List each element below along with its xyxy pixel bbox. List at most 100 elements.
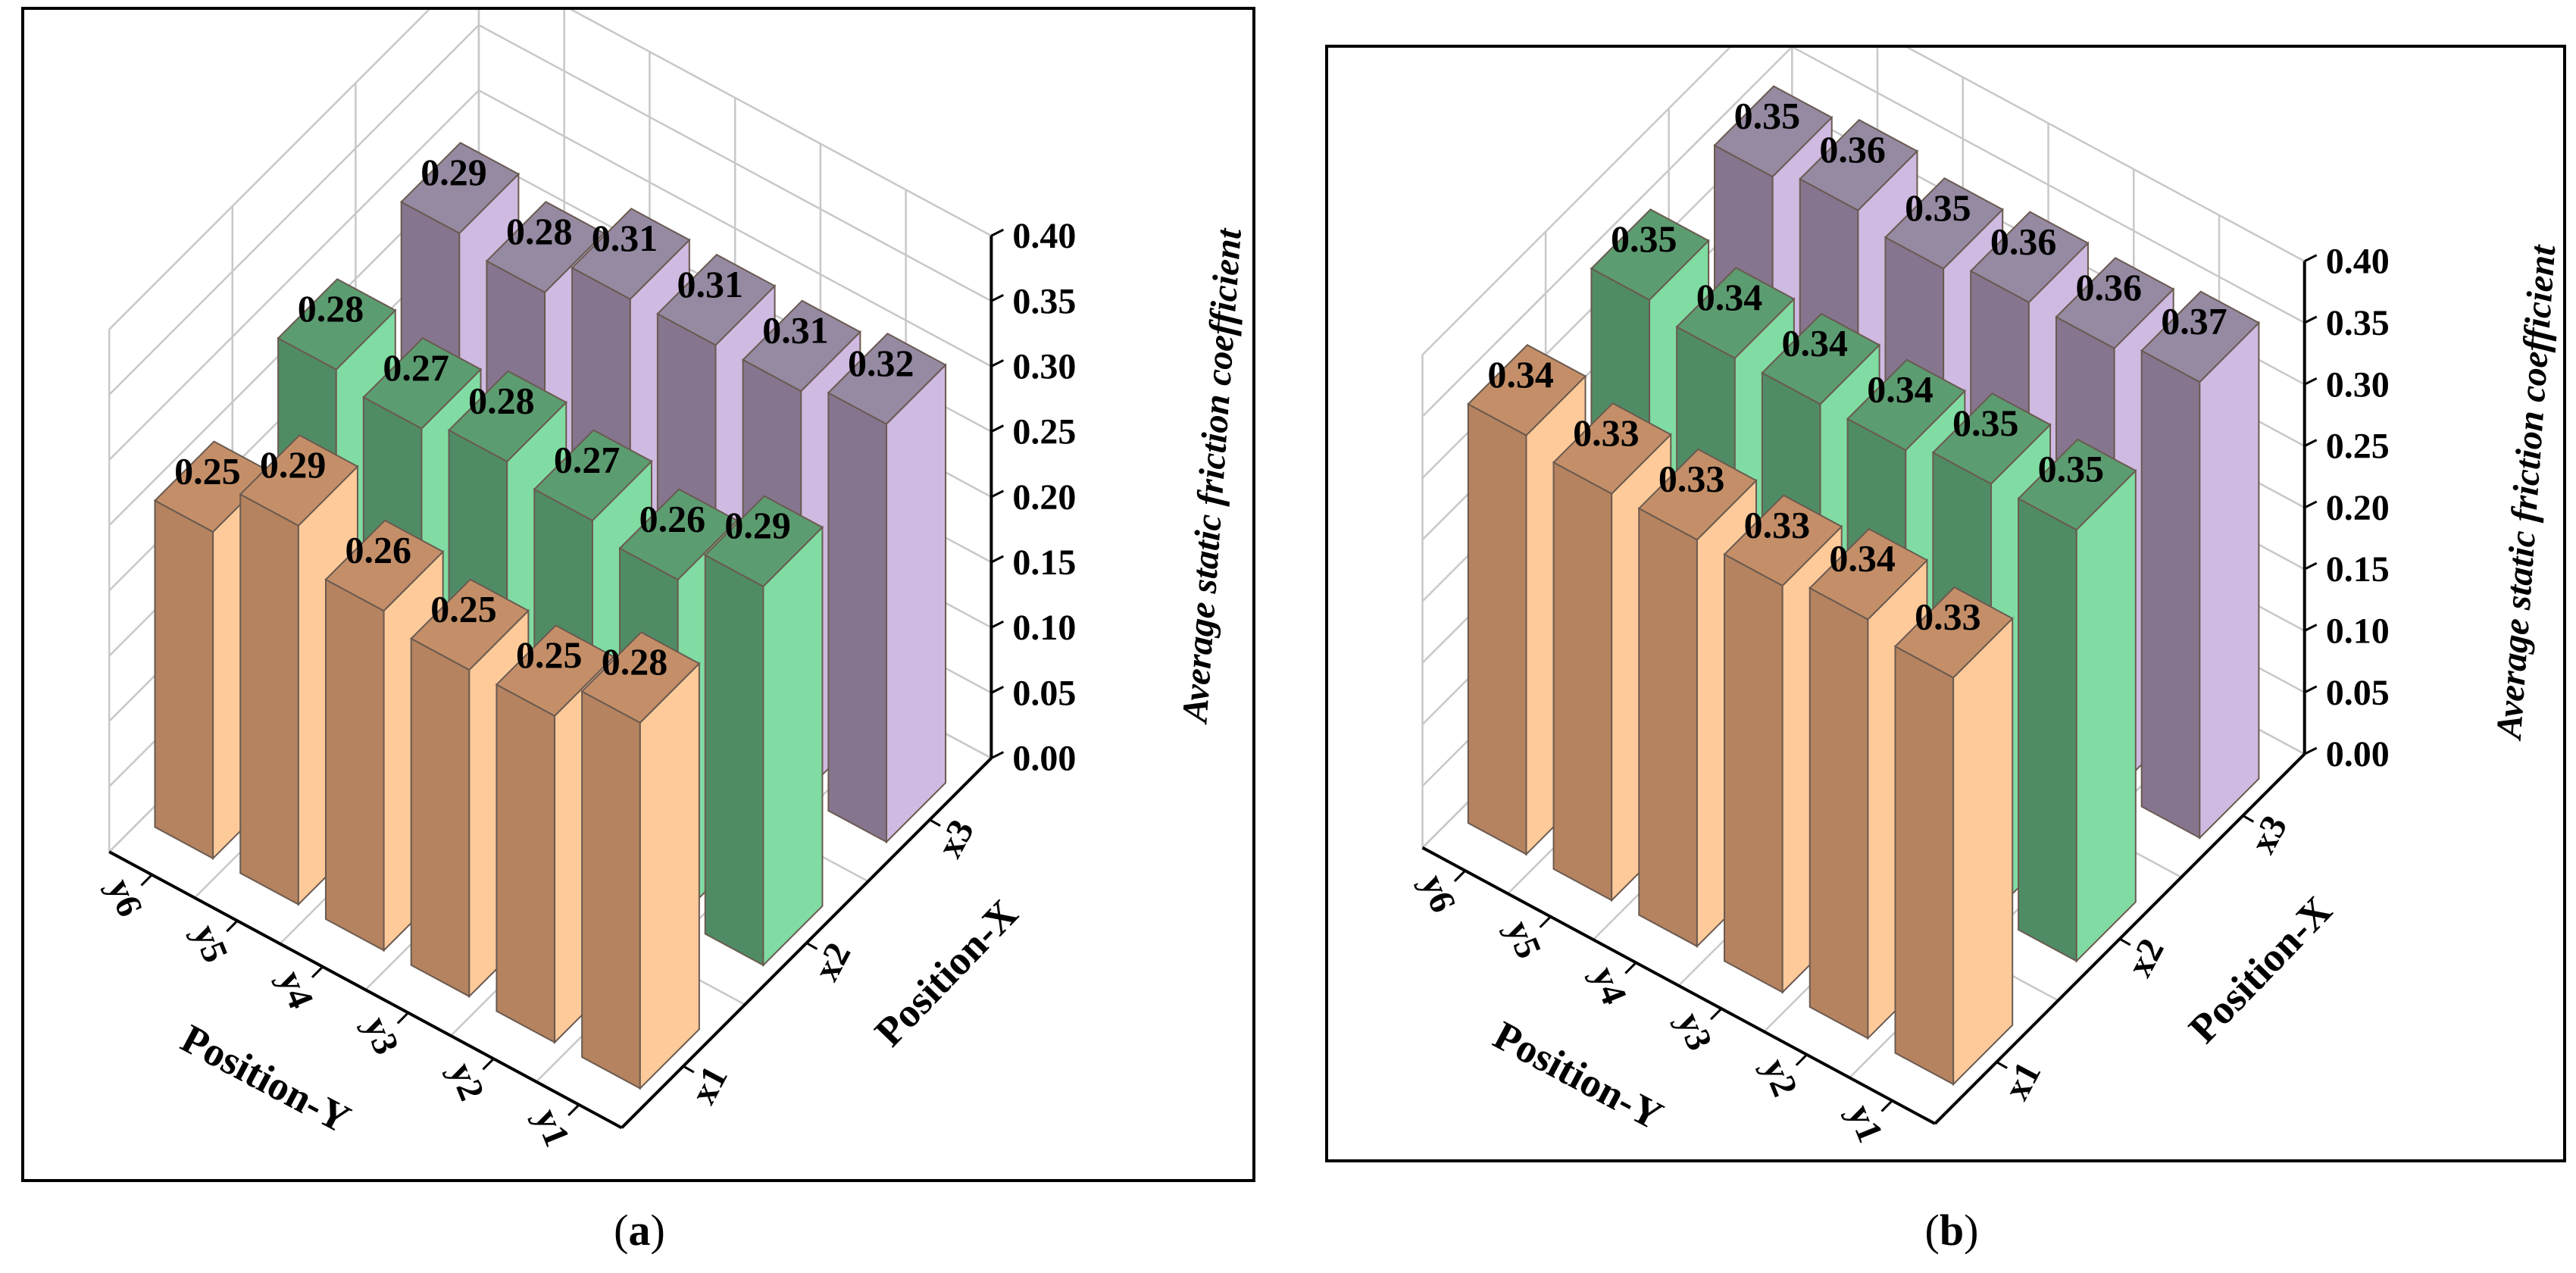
bar-left-face	[2140, 349, 2201, 840]
z-tick	[990, 228, 1005, 237]
y-category-label: y5	[1498, 915, 1549, 964]
z-tick	[990, 620, 1005, 629]
bar-right-face	[639, 662, 700, 1090]
bar-x2-y1: 0.29	[704, 495, 824, 968]
z-tick	[2304, 746, 2318, 755]
caption-b: (b)	[1924, 1206, 1979, 1255]
bar-left-face	[1467, 402, 1527, 856]
y-tick	[1795, 1053, 1808, 1066]
bar-value-label: 0.35	[1611, 217, 1677, 260]
y-tick	[1453, 869, 1466, 883]
bar-top-face	[1884, 177, 2004, 270]
chart-panel-b: 0.00 0.05 0.10 0.15 0.20 0.25 0.30 0.35 0.40 y1 y2…	[1413, 46, 2563, 1148]
y-category-label: y3	[1669, 1007, 1720, 1056]
y-category-label: y2	[441, 1057, 492, 1106]
bar-top-face	[2055, 257, 2175, 349]
y-axis-title: Position-Y	[1487, 1012, 1671, 1139]
bar-x2-y1: 0.35	[2017, 438, 2137, 963]
z-tick	[990, 751, 1005, 759]
bar-value-label: 0.28	[602, 640, 668, 683]
x-tick	[2119, 937, 2131, 946]
bar-left-face	[827, 391, 888, 843]
bar-value-label: 0.34	[1829, 537, 1896, 580]
z-axis-title: Average static friction coefficient	[1174, 227, 1249, 726]
bar-top-face	[741, 299, 861, 393]
bar-value-label: 0.25	[430, 587, 497, 630]
y-axis-line	[108, 850, 623, 1130]
bar-x1-y1: 0.28	[580, 631, 701, 1090]
x-category-label: x1	[683, 1059, 736, 1110]
z-tick	[2304, 561, 2318, 571]
bar-left-face	[581, 690, 641, 1090]
y-tick	[567, 1103, 580, 1117]
z-tick-label: 0.30	[2326, 364, 2390, 405]
bar-top-face	[1723, 494, 1843, 587]
bar-value-label: 0.31	[592, 217, 658, 259]
z-tick	[2304, 685, 2318, 694]
bar-top-face	[571, 208, 691, 300]
bar-top-face	[495, 624, 615, 717]
bar-value-label: 0.27	[554, 438, 621, 480]
bar-right-face	[2075, 468, 2137, 963]
x-category-label: x2	[2119, 932, 2171, 983]
bar-value-label: 0.29	[724, 504, 791, 546]
z-tick-label: 0.20	[2326, 488, 2390, 528]
bar-value-label: 0.26	[639, 497, 706, 540]
bar-left-face	[410, 637, 470, 998]
y-category-label: y1	[1840, 1099, 1890, 1148]
bar-top-face	[1467, 344, 1587, 436]
bar-value-label: 0.35	[1905, 186, 1971, 229]
y-category-label: y3	[356, 1012, 407, 1060]
z-tick	[990, 489, 1005, 499]
z-tick-label: 0.10	[1012, 608, 1076, 648]
z-tick-label: 0.35	[1012, 281, 1076, 321]
bar-value-label: 0.34	[1696, 276, 1763, 318]
bar-value-label: 0.33	[1915, 596, 1981, 638]
z-tick	[990, 293, 1005, 302]
z-tick-label: 0.20	[1012, 477, 1076, 518]
bar-x1-y5: 0.33	[1552, 402, 1672, 902]
z-tick	[2304, 439, 2318, 447]
y-category-label: y5	[185, 919, 236, 968]
z-tick-label: 0.25	[2326, 427, 2390, 467]
bar-value-label: 0.28	[468, 379, 535, 421]
bar-top-face	[580, 631, 701, 724]
bar-right-face	[1952, 616, 2014, 1087]
bar-value-label: 0.28	[506, 210, 573, 252]
y-tick	[1539, 915, 1552, 928]
bar-top-face	[704, 495, 824, 588]
x-tick	[2242, 815, 2255, 823]
z-tick-label: 0.15	[1012, 543, 1076, 583]
bar-value-label: 0.33	[1744, 503, 1811, 546]
z-tick	[2304, 315, 2318, 324]
bar-top-face	[1969, 211, 2090, 304]
y-tick	[1624, 962, 1637, 974]
bar-left-face	[704, 553, 764, 967]
y-category-label: y1	[527, 1103, 577, 1152]
bar-top-face	[1931, 392, 2052, 485]
z-tick-label: 0.40	[2326, 242, 2390, 282]
bar-value-label: 0.34	[1781, 322, 1848, 364]
bar-top-face	[324, 519, 445, 612]
bar-value-label: 0.27	[383, 346, 449, 389]
x-tick	[683, 1065, 695, 1074]
bar-value-label: 0.31	[762, 308, 829, 351]
y-tick	[1880, 1099, 1893, 1112]
bar-value-label: 0.36	[1990, 220, 2057, 262]
y-tick	[311, 965, 324, 978]
bar-value-label: 0.33	[1658, 458, 1725, 500]
bar-top-face	[1846, 358, 1966, 452]
bar-value-label: 0.25	[174, 449, 241, 492]
bar-value-label: 0.32	[848, 342, 914, 384]
bar-top-face	[410, 578, 530, 671]
y-category-label: y4	[1583, 961, 1634, 1009]
x-tick	[1996, 1061, 2008, 1069]
bar-value-label: 0.29	[420, 151, 487, 193]
bar-top-face	[485, 201, 605, 293]
bar-x3-y1: 0.37	[2140, 290, 2261, 840]
z-tick	[990, 424, 1005, 433]
bar-top-face	[827, 333, 947, 425]
z-tick-label: 0.30	[1012, 346, 1076, 386]
z-tick	[2304, 254, 2318, 263]
bar-top-face	[277, 278, 397, 371]
